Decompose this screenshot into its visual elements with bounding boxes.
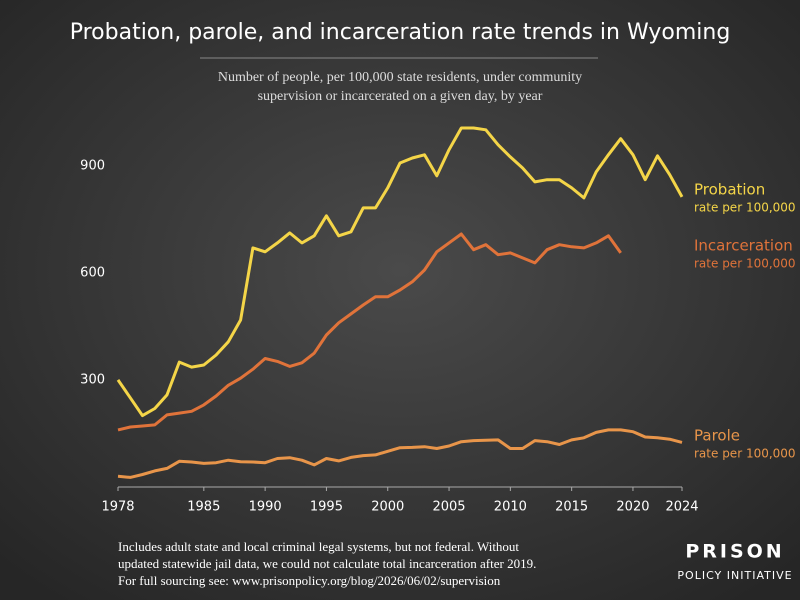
legend-label: Parole (694, 427, 740, 445)
legend-note: rate per 100,000 (694, 201, 796, 215)
legend-label: Incarceration (694, 237, 793, 255)
legend-note: rate per 100,000 (694, 257, 796, 271)
chart-title: Probation, parole, and incarceration rat… (70, 20, 731, 45)
subtitle: supervision or incarcerated on a given d… (258, 89, 543, 104)
logo: PRISON (685, 541, 784, 563)
footnote: Includes adult state and local criminal … (118, 539, 519, 554)
logo: POLICY INITIATIVE (677, 569, 792, 582)
series-line (116, 126, 684, 418)
x-tick-label: 2024 (665, 500, 698, 515)
x-tick-label: 2020 (616, 500, 649, 515)
legend-note: rate per 100,000 (694, 447, 796, 461)
x-tick-label: 1985 (187, 500, 220, 515)
x-tick-label: 1995 (310, 500, 343, 515)
x-tick-label: 1990 (249, 500, 282, 515)
x-tick-label: 2000 (371, 500, 404, 515)
series-line (117, 232, 622, 432)
y-tick-label: 600 (80, 265, 105, 280)
x-tick-label: 2015 (555, 500, 588, 515)
x-tick-label: 2005 (432, 500, 465, 515)
x-tick-label: 1978 (101, 500, 134, 515)
series-line (117, 428, 683, 479)
y-tick-label: 300 (80, 372, 105, 387)
y-tick-label: 900 (80, 158, 105, 173)
x-tick-label: 2010 (494, 500, 527, 515)
footnote: updated statewide jail data, we could no… (118, 556, 536, 571)
subtitle: Number of people, per 100,000 state resi… (218, 70, 582, 85)
footnote: For full sourcing see: www.prisonpolicy.… (118, 573, 501, 588)
legend-label: Probation (694, 181, 765, 199)
